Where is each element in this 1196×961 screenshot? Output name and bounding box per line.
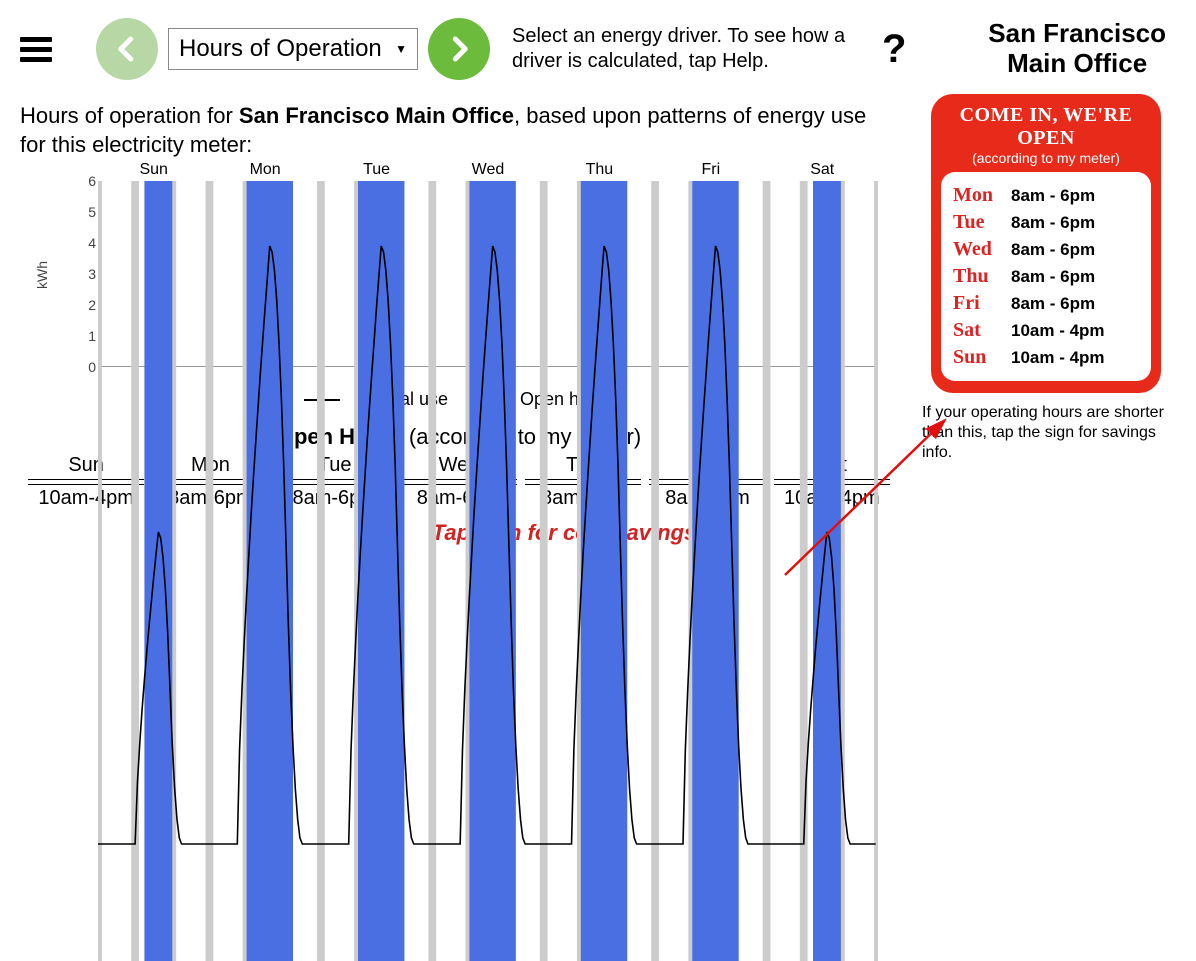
sign-time: 10am - 4pm	[1011, 321, 1105, 341]
sign-time: 8am - 6pm	[1011, 186, 1095, 206]
chart-daylabels: SunMonTueWedThuFriSat	[98, 161, 878, 179]
sign-row: Sun 10am - 4pm	[953, 346, 1139, 369]
menu-icon[interactable]	[20, 31, 56, 67]
sign-time: 8am - 6pm	[1011, 213, 1095, 233]
sign-row: Wed 8am - 6pm	[953, 238, 1139, 261]
hours-chart: kWh 0123456 SunMonTueWedThuFriSat	[68, 165, 878, 385]
sign-row: Thu 8am - 6pm	[953, 265, 1139, 288]
description-text: Hours of operation for San Francisco Mai…	[20, 102, 898, 159]
sign-time: 10am - 4pm	[1011, 348, 1105, 368]
help-button[interactable]: ?	[882, 27, 906, 72]
top-bar: Hours of Operation ▼ Select an energy dr…	[0, 0, 1196, 88]
sign-subheader: (according to my meter)	[941, 150, 1151, 166]
site-title: San Francisco Main Office	[988, 19, 1166, 79]
sign-day: Wed	[953, 238, 997, 261]
chevron-down-icon: ▼	[395, 42, 407, 56]
next-driver-button[interactable]	[428, 18, 490, 80]
sign-day: Sat	[953, 319, 997, 342]
sign-body: Mon 8am - 6pm Tue 8am - 6pm Wed 8am - 6pm Thu 8…	[941, 172, 1151, 381]
open-sign[interactable]: COME IN, WE'RE OPEN (according to my met…	[931, 94, 1161, 393]
chart-ylabel: kWh	[34, 261, 50, 289]
site-title-line1: San Francisco	[988, 19, 1166, 49]
sign-row: Fri 8am - 6pm	[953, 292, 1139, 315]
sign-time: 8am - 6pm	[1011, 294, 1095, 314]
chevron-left-icon	[112, 34, 142, 64]
chart-yticks: 0123456	[72, 181, 96, 367]
sign-row: Tue 8am - 6pm	[953, 211, 1139, 234]
sign-day: Thu	[953, 265, 997, 288]
sign-note: If your operating hours are shorter than…	[922, 403, 1170, 463]
sign-day: Mon	[953, 184, 997, 207]
chevron-right-icon	[444, 34, 474, 64]
sign-row: Sat 10am - 4pm	[953, 319, 1139, 342]
site-title-line2: Main Office	[988, 49, 1166, 79]
sign-day: Tue	[953, 211, 997, 234]
sign-time: 8am - 6pm	[1011, 240, 1095, 260]
sign-time: 8am - 6pm	[1011, 267, 1095, 287]
instructions-text: Select an energy driver. To see how a dr…	[512, 24, 852, 74]
driver-select-label: Hours of Operation	[179, 35, 382, 63]
chart-usage-curve	[98, 181, 878, 961]
chart-plot-area	[98, 181, 878, 367]
driver-select[interactable]: Hours of Operation ▼	[168, 28, 418, 70]
sign-day: Fri	[953, 292, 997, 315]
sign-row: Mon 8am - 6pm	[953, 184, 1139, 207]
prev-driver-button[interactable]	[96, 18, 158, 80]
sign-header: COME IN, WE'RE OPEN	[941, 104, 1151, 150]
sign-day: Sun	[953, 346, 997, 369]
